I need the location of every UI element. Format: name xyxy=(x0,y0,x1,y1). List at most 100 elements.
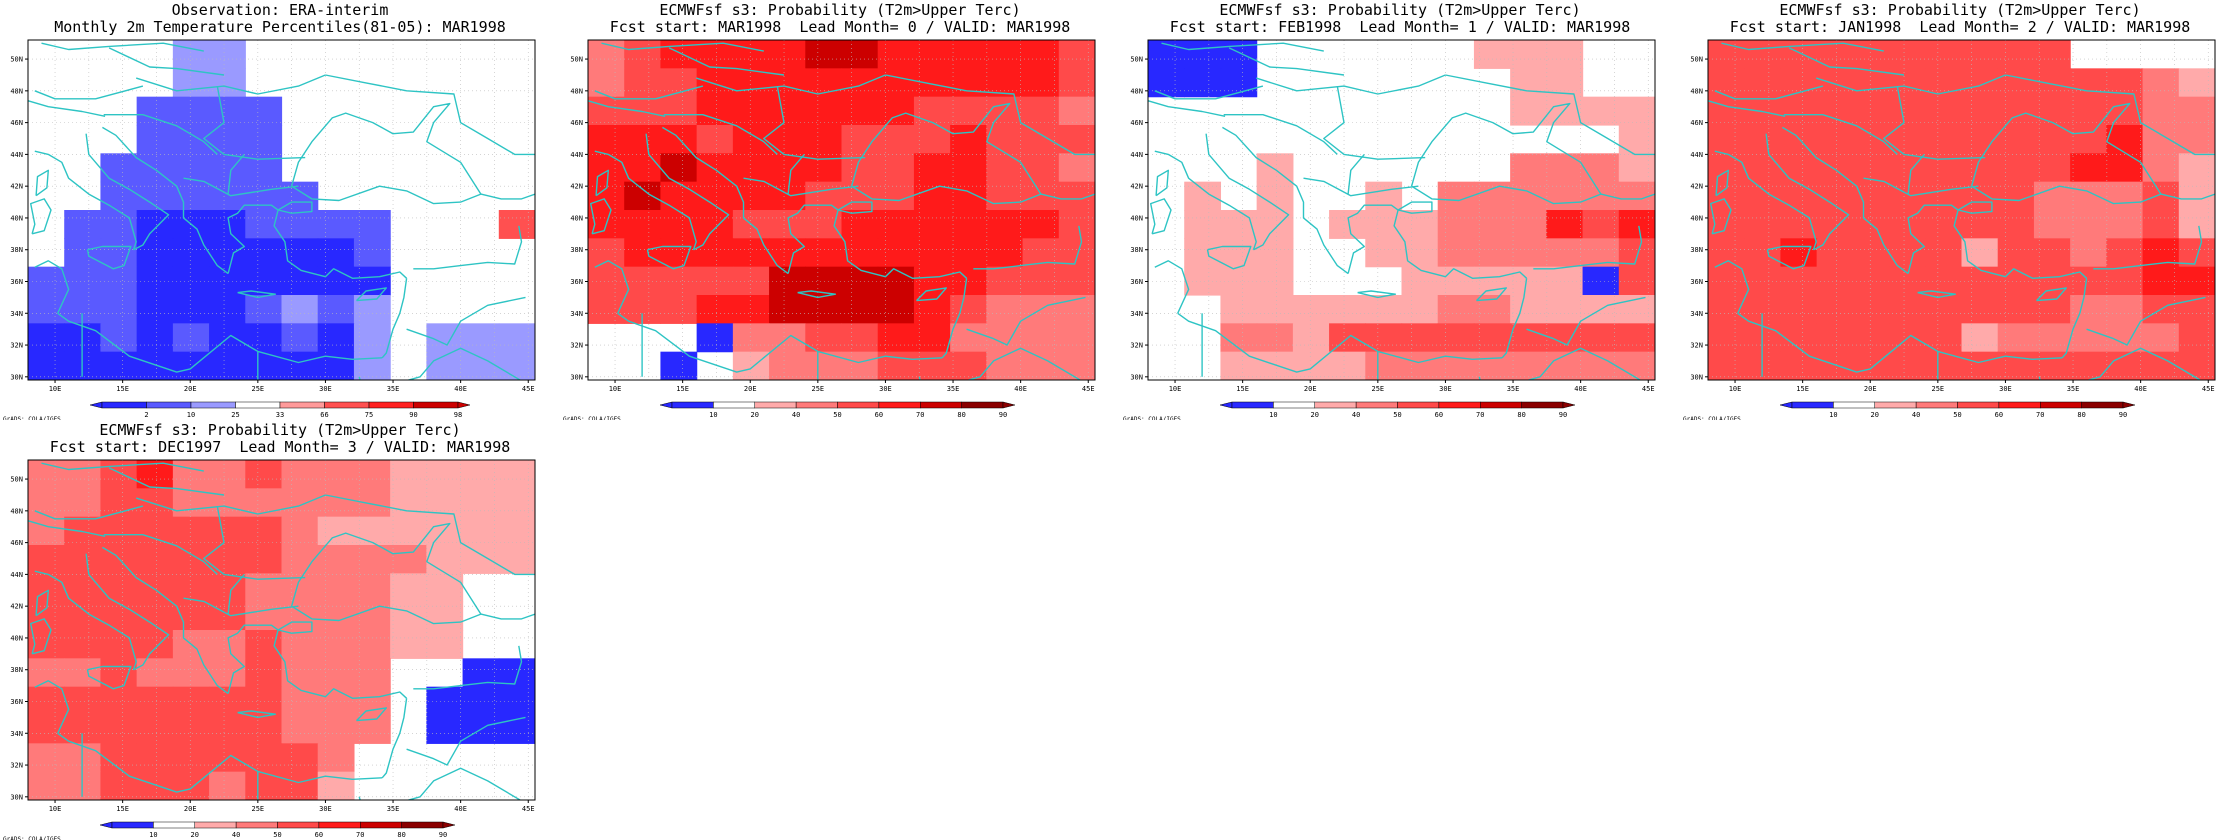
grid-cell xyxy=(1546,210,1584,239)
colorbar-label: 80 xyxy=(957,411,965,419)
coastline xyxy=(34,570,137,670)
grid-cell xyxy=(1889,153,1926,183)
grid-cell xyxy=(2070,295,2107,324)
coastline xyxy=(2086,347,2202,380)
lat-tick-label: 46N xyxy=(10,539,23,547)
graticule xyxy=(1708,40,2215,380)
grid-cell xyxy=(245,715,283,744)
grid-cell xyxy=(1058,40,1095,69)
grid-cell xyxy=(1780,181,1818,211)
grid-cell xyxy=(696,125,734,154)
lon-tick-label: 30E xyxy=(319,385,332,393)
grid-cell xyxy=(877,266,915,296)
map-panel-lead3: 10E 15E 20E 25E 30E 35E 40E 45E 30N 32N 34N 36N 38N 4… xyxy=(0,420,560,840)
grid-cell xyxy=(696,96,734,126)
grid-cell xyxy=(2178,351,2215,380)
lat-tick-label: 36N xyxy=(10,698,23,706)
grid-cell xyxy=(1148,68,1185,98)
grid-cell xyxy=(1708,323,1745,353)
grid-cell xyxy=(64,266,102,296)
lon-tick-label: 25E xyxy=(252,385,265,393)
grid-cell xyxy=(281,686,319,716)
colorbar-arrow-low xyxy=(659,401,673,409)
grid-cell xyxy=(1473,351,1511,380)
grid-cell xyxy=(732,351,770,380)
coastline xyxy=(1863,177,1979,197)
colorbar-label: 20 xyxy=(751,411,759,419)
colorbar: 2 10 25 33 66 75 90 98 xyxy=(89,401,471,419)
grid-cell xyxy=(913,40,951,69)
grid-cell xyxy=(950,153,987,183)
grid-cell xyxy=(209,460,246,489)
grid-cell xyxy=(1961,238,1999,268)
grid-cell xyxy=(1816,238,1854,268)
grid-cell xyxy=(769,210,806,239)
coastline xyxy=(356,287,387,302)
colorbar-segment xyxy=(837,401,880,409)
grid-cell xyxy=(732,153,770,183)
grid-cell xyxy=(877,210,915,239)
coastline xyxy=(588,100,666,117)
grid-cell xyxy=(1744,238,1782,268)
coastline xyxy=(1788,47,1905,76)
coastline xyxy=(1501,278,1528,359)
grid-cell xyxy=(1546,295,1584,324)
coastline xyxy=(2036,287,2067,302)
grid-cell xyxy=(1220,295,1258,324)
grid-cell xyxy=(2033,210,2071,239)
grid-cell xyxy=(1437,210,1475,239)
lon-tick-label: 10E xyxy=(1169,385,1182,393)
map-graphic: 10E 15E 20E 25E 30E 35E 40E 45E 30N 32N 34N 36N 38N 4… xyxy=(563,39,1096,420)
grid-cell xyxy=(100,181,138,211)
coastline xyxy=(277,201,313,214)
lat-tick-label: 48N xyxy=(10,87,23,95)
grid-cell xyxy=(1997,210,2035,239)
coastline xyxy=(480,193,535,200)
grid-cell xyxy=(136,96,174,126)
grid-cell xyxy=(281,715,319,744)
coastline xyxy=(1782,126,1909,275)
grid-cell xyxy=(172,460,210,489)
colorbar-arrow-high xyxy=(2122,401,2136,409)
grid-cell xyxy=(209,40,246,69)
grid-cell xyxy=(841,68,879,98)
grid-cell xyxy=(1184,266,1222,296)
lon-tick-label: 30E xyxy=(1999,385,2012,393)
grid-cell xyxy=(1997,323,2035,353)
coastline xyxy=(183,177,299,197)
grid-cell xyxy=(877,40,915,69)
grid-cell xyxy=(1058,96,1095,126)
grid-cell xyxy=(732,181,770,211)
coastline xyxy=(102,126,229,275)
grid-cell xyxy=(877,125,915,154)
grid-cell xyxy=(209,516,246,546)
coastline xyxy=(743,177,859,197)
grid-cell xyxy=(2178,96,2215,126)
colorbar-segment xyxy=(318,821,361,829)
grid-cell xyxy=(732,295,770,324)
grid-cell xyxy=(172,545,210,574)
lat-tick-label: 36N xyxy=(1690,278,1703,286)
coastline xyxy=(1228,47,1345,76)
coastline xyxy=(85,553,170,671)
coastline xyxy=(135,494,326,515)
coastline xyxy=(1154,85,1264,100)
colorbar-segment xyxy=(1438,401,1481,409)
coastline xyxy=(1721,42,1884,52)
lon-tick-label: 45E xyxy=(2202,385,2215,393)
coastline xyxy=(1040,193,1095,200)
grid-cell xyxy=(28,743,65,773)
coastline xyxy=(290,522,482,625)
grid-cell xyxy=(841,266,879,296)
grid-cell xyxy=(462,488,500,518)
lon-tick-label: 10E xyxy=(49,805,62,813)
lon-tick-label: 35E xyxy=(387,805,400,813)
grid-cell xyxy=(1220,266,1258,296)
grid-cell xyxy=(1889,295,1926,324)
panel-title-line2: Monthly 2m Temperature Percentiles(81-05… xyxy=(54,18,506,36)
grid-cell xyxy=(732,68,770,98)
lon-tick-label: 20E xyxy=(744,385,757,393)
coastline xyxy=(381,698,408,779)
grid-cell xyxy=(317,488,355,518)
coastline xyxy=(2061,278,2088,359)
